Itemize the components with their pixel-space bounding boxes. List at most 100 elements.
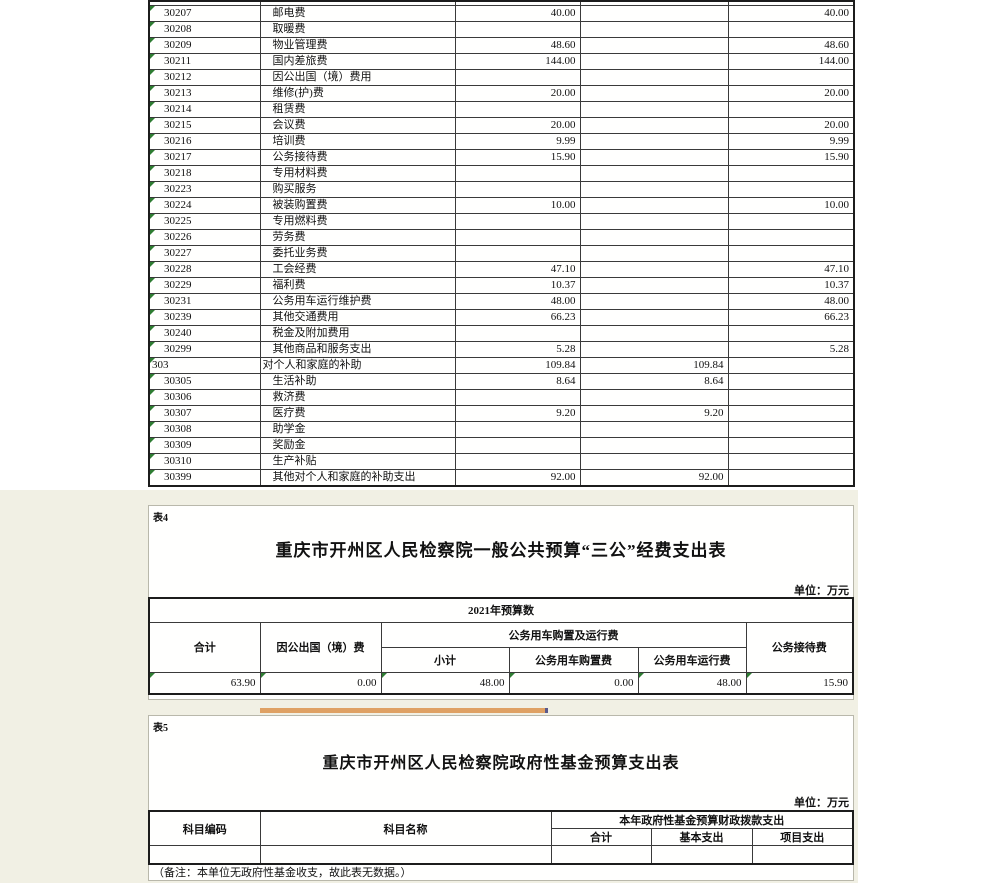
amount-cell-col2 [579,436,729,454]
subject-code-cell: 30208 [148,20,261,38]
amount-cell-col2 [579,340,729,358]
subject-code-cell: 30207 [148,4,261,22]
empty-data-row [148,845,854,864]
amount-cell-col3 [727,164,855,182]
budget-row: 30225 专用燃料费 [148,212,855,230]
amount-cell-col3: 144.00 [727,52,855,70]
col-purchase-header: 公务用车购置费 [508,646,639,673]
amount-cell-col2 [579,244,729,262]
amount-cell-col3: 48.60 [727,36,855,54]
amount-cell-col3: 10.37 [727,276,855,294]
subject-name-cell: 工会经费 [259,260,456,278]
budget-row: 30212 因公出国（境）费用 [148,68,855,86]
error-indicator-triangle [150,673,155,678]
budget-row: 30240 税金及附加费用 [148,324,855,342]
budget-row: 30228 工会经费 47.10 47.10 [148,260,855,278]
amount-cell-col1 [454,436,581,454]
budget-row: 30227 委托业务费 [148,244,855,262]
subject-name-cell: 助学金 [259,420,456,438]
budget-row: 30306 救济费 [148,388,855,406]
value-purchase-cell: 0.00 [508,671,639,695]
amount-cell-col2 [579,276,729,294]
amount-cell-col2 [579,260,729,278]
amount-cell-col2 [579,164,729,182]
subject-name-cell: 奖励金 [259,436,456,454]
subject-code-cell: 30239 [148,308,261,326]
subject-code-cell: 30299 [148,340,261,358]
amount-cell-col2 [579,420,729,438]
subject-code-cell: 303 [148,356,261,374]
subject-code-cell: 30211 [148,52,261,70]
budget-row: 30309 奖励金 [148,436,855,454]
amount-cell-col3: 47.10 [727,260,855,278]
amount-cell-col3: 5.28 [727,340,855,358]
budget-row: 30299 其他商品和服务支出 5.28 5.28 [148,340,855,358]
error-indicator-triangle [150,469,155,475]
amount-cell-col3 [727,468,855,486]
error-indicator-triangle [150,214,155,219]
error-indicator-triangle [150,134,155,139]
error-indicator-triangle [150,422,155,427]
table5-section: 表5 重庆市开州区人民检察院政府性基金预算支出表 单位：万元 科目编码 科目名称… [148,715,854,881]
amount-cell-col2 [579,228,729,246]
subject-code-cell: 30228 [148,260,261,278]
amount-cell-col2 [579,148,729,166]
subject-name-cell: 公务用车运行维护费 [259,292,456,310]
subject-name-cell: 专用材料费 [259,164,456,182]
amount-cell-col1: 40.00 [454,4,581,22]
amount-cell-col2: 92.00 [579,468,729,486]
government-fund-budget-table: 科目编码 科目名称 本年政府性基金预算财政拨款支出 合计 基本支出 项目支出 [148,810,854,865]
subject-code-cell: 30212 [148,68,261,86]
budget-row: 30213 维修(护)费 20.00 20.00 [148,84,855,102]
subject-code-cell: 30223 [148,180,261,198]
amount-cell-col2: 8.64 [579,372,729,390]
amount-cell-col3 [727,388,855,406]
subject-code-cell: 30218 [148,164,261,182]
error-indicator-triangle [150,22,155,27]
amount-cell-col1: 48.60 [454,36,581,54]
subject-code-cell: 30213 [148,84,261,102]
amount-cell-col1: 92.00 [454,468,581,486]
amount-cell-col1 [454,420,581,438]
error-indicator-triangle [150,198,155,203]
error-indicator-triangle [150,166,155,171]
amount-cell-col2 [579,132,729,150]
error-indicator-triangle [150,102,155,107]
amount-cell-col3 [727,420,855,438]
fund-basic-header: 基本支出 [650,828,753,846]
subject-name-cell: 会议费 [259,116,456,134]
amount-cell-col1: 47.10 [454,260,581,278]
table4-title: 重庆市开州区人民检察院一般公共预算“三公”经费支出表 [275,541,727,560]
subject-code-cell: 30227 [148,244,261,262]
fund-group-header: 本年政府性基金预算财政拨款支出 [550,810,854,829]
value-operation-cell: 48.00 [637,671,747,695]
subject-code-cell: 30216 [148,132,261,150]
amount-cell-col1 [454,100,581,118]
subject-code-cell: 30224 [148,196,261,214]
error-indicator-triangle [150,70,155,75]
error-indicator-triangle [150,118,155,123]
amount-cell-col2 [579,36,729,54]
error-indicator-triangle [150,230,155,235]
amount-cell-col2 [579,4,729,22]
table4-label: 表4 [153,513,168,524]
error-indicator-triangle [150,38,155,43]
error-indicator-triangle [150,374,155,379]
amount-cell-col1 [454,20,581,38]
amount-cell-col3 [727,68,855,86]
value-subtotal-cell: 48.00 [380,671,510,695]
amount-cell-col3 [727,244,855,262]
amount-cell-col1: 9.99 [454,132,581,150]
amount-cell-col3: 10.00 [727,196,855,214]
table4-unit-label: 单位：万元 [794,585,849,597]
subject-code-cell: 30305 [148,372,261,390]
col-subtotal-header: 小计 [380,646,510,673]
amount-cell-col1: 109.84 [454,356,581,374]
amount-cell-col2 [579,180,729,198]
amount-cell-col2 [579,52,729,70]
error-indicator-triangle [150,438,155,443]
subject-name-cell: 其他对个人和家庭的补助支出 [259,468,456,486]
subject-name-cell: 其他商品和服务支出 [259,340,456,358]
subject-name-cell: 专用燃料费 [259,212,456,230]
budget-row: 30218 专用材料费 [148,164,855,182]
